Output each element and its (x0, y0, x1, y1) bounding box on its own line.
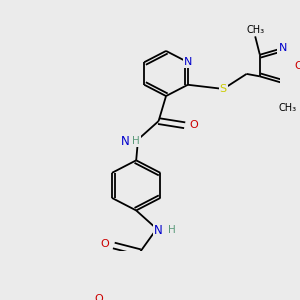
Text: O: O (95, 294, 103, 300)
Text: CH₃: CH₃ (278, 103, 296, 113)
Text: O: O (190, 120, 198, 130)
Text: S: S (220, 84, 227, 94)
Text: N: N (121, 135, 129, 148)
Text: CH₃: CH₃ (246, 25, 264, 35)
Text: O: O (100, 239, 109, 249)
Text: O: O (295, 61, 300, 70)
Text: N: N (184, 57, 192, 67)
Text: N: N (279, 43, 287, 53)
Text: H: H (132, 136, 140, 146)
Text: H: H (168, 226, 176, 236)
Text: N: N (154, 224, 163, 237)
